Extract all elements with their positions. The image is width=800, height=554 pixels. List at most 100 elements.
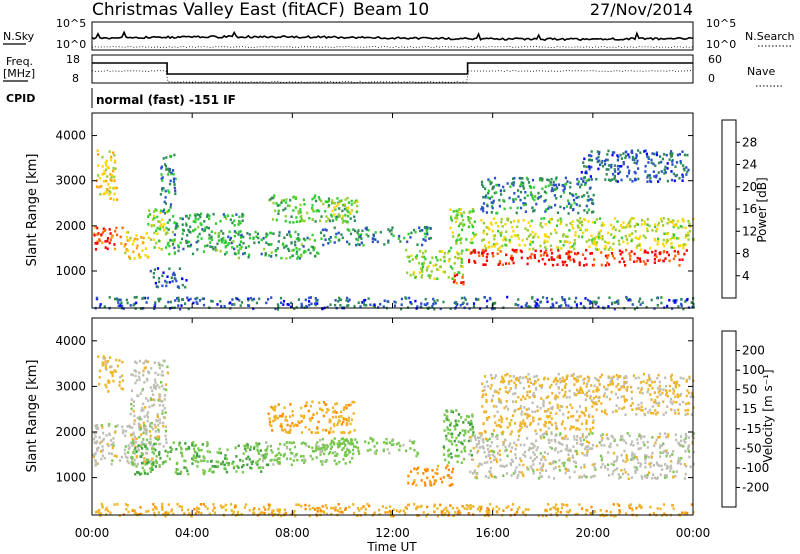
heatmap-cell: [635, 413, 638, 416]
heatmap-cell: [130, 433, 133, 437]
heatmap-cell: [582, 305, 585, 308]
heatmap-cell: [542, 253, 545, 257]
heatmap-cell: [450, 219, 453, 222]
heatmap-cell: [499, 399, 502, 402]
heatmap-cell: [640, 405, 643, 409]
heatmap-cell: [108, 189, 111, 193]
heatmap-cell: [415, 257, 418, 260]
heatmap-cell: [422, 472, 425, 475]
heatmap-cell: [300, 504, 303, 508]
heatmap-cell: [353, 304, 356, 308]
heatmap-cell: [259, 466, 262, 469]
heatmap-cell: [206, 215, 209, 218]
heatmap-cell: [639, 151, 642, 154]
heatmap-cell: [362, 505, 365, 508]
heatmap-cell: [564, 260, 567, 264]
heatmap-cell: [613, 438, 616, 441]
heatmap-cell: [148, 213, 151, 216]
heatmap-cell: [553, 448, 557, 452]
heatmap-cell: [595, 402, 598, 406]
heatmap-cell: [539, 254, 542, 257]
heatmap-cell: [427, 307, 430, 310]
heatmap-cell: [656, 376, 659, 380]
heatmap-cell: [549, 508, 552, 511]
heatmap-cell: [509, 442, 512, 446]
heatmap-cell: [570, 415, 573, 418]
heatmap-cell: [241, 470, 244, 474]
heatmap-cell: [514, 392, 517, 395]
heatmap-cell: [161, 364, 164, 367]
heatmap-cell: [177, 296, 180, 300]
heatmap-cell: [329, 447, 332, 451]
heatmap-cell: [276, 303, 280, 306]
heatmap-cell: [327, 199, 330, 203]
heatmap-cell: [673, 409, 676, 412]
heatmap-cell: [336, 442, 339, 446]
heatmap-cell: [547, 408, 550, 411]
heatmap-cell: [683, 153, 687, 157]
heatmap-cell: [154, 430, 157, 433]
heatmap-cell: [605, 412, 608, 416]
heatmap-cell: [526, 394, 529, 397]
heatmap-cell: [645, 152, 648, 156]
heatmap-cell: [571, 220, 574, 223]
noise-panel-frame: [91, 21, 694, 51]
heatmap-cell: [141, 466, 144, 470]
heatmap-cell: [685, 435, 688, 438]
heatmap-cell: [228, 242, 231, 245]
heatmap-cell: [344, 198, 347, 201]
heatmap-cell: [666, 167, 669, 170]
heatmap-cell: [568, 509, 572, 512]
heatmap-cell: [300, 243, 303, 246]
heatmap-cell: [531, 297, 534, 300]
heatmap-cell: [457, 224, 461, 228]
heatmap-cell: [226, 448, 229, 451]
heatmap-cell: [557, 507, 560, 510]
heatmap-cell: [586, 445, 590, 448]
heatmap-cell: [112, 167, 115, 170]
heatmap-cell: [480, 505, 483, 509]
heatmap-cell: [326, 445, 329, 448]
heatmap-cell: [420, 275, 423, 279]
heatmap-cell: [99, 514, 102, 517]
heatmap-cell: [353, 400, 356, 404]
heatmap-cell: [145, 377, 149, 381]
heatmap-cell: [577, 195, 580, 199]
heatmap-cell: [423, 255, 426, 259]
heatmap-cell: [325, 220, 328, 223]
heatmap-cell: [625, 295, 628, 299]
heatmap-cell: [670, 242, 673, 245]
heatmap-cell: [154, 387, 157, 390]
heatmap-cell: [640, 435, 643, 438]
heatmap-cell: [619, 387, 622, 391]
heatmap-cell: [663, 432, 667, 435]
heatmap-cell: [337, 419, 341, 422]
heatmap-cell: [489, 502, 492, 506]
heatmap-cell: [220, 304, 223, 308]
heatmap-cell: [478, 439, 481, 443]
heatmap-cell: [495, 476, 498, 479]
heatmap-cell: [164, 514, 167, 518]
heatmap-cell: [585, 204, 588, 208]
heatmap-cell: [665, 454, 668, 458]
heatmap-cell: [106, 188, 109, 191]
heatmap-cell: [452, 280, 456, 284]
heatmap-cell: [585, 228, 589, 232]
heatmap-cell: [542, 404, 545, 408]
heatmap-cell: [481, 206, 484, 209]
heatmap-cell: [498, 418, 501, 422]
heatmap-cell: [589, 511, 592, 515]
heatmap-cell: [473, 235, 476, 238]
heatmap-cell: [689, 465, 692, 468]
heatmap-cell: [588, 165, 591, 168]
heatmap-cell: [274, 417, 277, 420]
heatmap-cell: [579, 217, 582, 220]
heatmap-cell: [178, 441, 181, 445]
heatmap-cell: [576, 224, 579, 228]
heatmap-cell: [428, 479, 431, 483]
heatmap-cell: [214, 222, 218, 225]
heatmap-cell: [673, 179, 676, 183]
heatmap-cell: [165, 441, 168, 444]
heatmap-cell: [125, 507, 128, 511]
heatmap-cell: [610, 233, 613, 236]
